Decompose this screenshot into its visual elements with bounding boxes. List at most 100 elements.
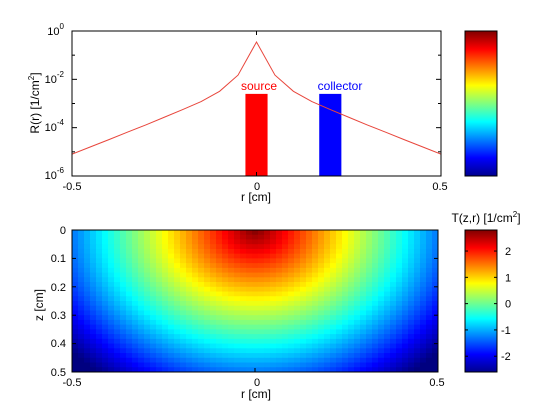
heatmap-cell — [324, 277, 331, 283]
heatmap-cell — [162, 357, 169, 364]
heatmap-cell — [288, 239, 295, 245]
heatmap-cell — [402, 367, 409, 372]
heatmap-cell — [384, 362, 391, 368]
heatmap-cell — [276, 248, 283, 255]
heatmap-cell — [168, 329, 175, 335]
heatmap-cell — [360, 244, 367, 250]
heatmap-cell — [282, 234, 289, 241]
heatmap-cell — [252, 310, 259, 316]
heatmap-cell — [360, 286, 367, 293]
heatmap-cell — [216, 234, 223, 241]
heatmap-cell — [330, 296, 337, 302]
heatmap-cell — [426, 230, 433, 236]
heatmap-cell — [270, 315, 277, 321]
heatmap-cell — [138, 357, 145, 364]
heatmap-cell — [360, 338, 367, 345]
heatmap-cell — [408, 301, 415, 307]
heatmap-cell — [192, 286, 199, 293]
heatmap-cell — [372, 286, 379, 293]
heatmap-cell — [360, 362, 367, 368]
heatmap-cell — [204, 244, 211, 250]
heatmap-cell — [138, 267, 145, 274]
heatmap-cell — [162, 343, 169, 349]
heatmap-cell — [216, 348, 223, 354]
heatmap-cell — [144, 286, 151, 293]
heatmap-cell — [294, 334, 301, 340]
heatmap-cell — [126, 315, 133, 321]
heatmap-cell — [198, 301, 205, 307]
heatmap-cell — [258, 253, 265, 259]
heatmap-cell — [108, 291, 115, 297]
heatmap-cell — [96, 338, 103, 345]
heatmap-cell — [240, 334, 247, 340]
heatmap-cell — [282, 305, 289, 312]
heatmap-cell — [246, 357, 253, 364]
heatmap-cell — [252, 272, 259, 278]
heatmap-cell — [354, 338, 361, 345]
heatmap-cell — [318, 319, 325, 326]
heatmap-cell — [246, 319, 253, 326]
heatmap-cell — [144, 338, 151, 345]
heatmap-cell — [72, 357, 79, 364]
heatmap-cell — [372, 305, 379, 312]
heatmap-cell — [198, 248, 205, 255]
heatmap-cell — [288, 362, 295, 368]
heatmap-cell — [78, 239, 85, 245]
heatmap-cell — [150, 324, 157, 330]
heatmap-cell — [366, 230, 373, 236]
heatmap-cell — [228, 334, 235, 340]
heatmap-cell — [300, 357, 307, 364]
heatmap-cell — [90, 296, 97, 302]
heatmap-cell — [366, 329, 373, 335]
heatmap-cell — [414, 263, 421, 269]
heatmap-cell — [318, 301, 325, 307]
heatmap-cell — [258, 263, 265, 269]
heatmap-cell — [168, 315, 175, 321]
heatmap-cell — [336, 272, 343, 278]
heatmap-cell — [216, 315, 223, 321]
heatmap-cell — [186, 234, 193, 241]
heatmap-cell — [330, 338, 337, 345]
heatmap-cell — [72, 234, 79, 241]
heatmap-cell — [270, 357, 277, 364]
heatmap-cell — [234, 324, 241, 330]
heatmap-cell — [174, 357, 181, 364]
heatmap-cell — [150, 272, 157, 278]
heatmap-cell — [198, 357, 205, 364]
heatmap-cell — [108, 230, 115, 236]
heatmap-cell — [276, 338, 283, 345]
heatmap-cell — [120, 286, 127, 293]
heatmap-cell — [192, 258, 199, 264]
heatmap-cell — [336, 362, 343, 368]
heatmap-cell — [210, 343, 217, 349]
heatmap-cell — [234, 253, 241, 259]
heatmap-cell — [168, 310, 175, 316]
heatmap-cell — [108, 267, 115, 274]
heatmap-cell — [240, 357, 247, 364]
heatmap-cell — [114, 272, 121, 278]
heatmap-cell — [294, 338, 301, 345]
heatmap-cell — [324, 334, 331, 340]
heatmap-cell — [330, 324, 337, 330]
heatmap-cell — [276, 343, 283, 349]
heatmap-cell — [210, 362, 217, 368]
heatmap-cell — [258, 234, 265, 241]
heatmap-cell — [216, 319, 223, 326]
heatmap-cell — [174, 244, 181, 250]
heatmap-cell — [210, 348, 217, 354]
heatmap-cell — [84, 315, 91, 321]
heatmap-cell — [282, 315, 289, 321]
heatmap-cell — [90, 272, 97, 278]
heatmap-cell — [240, 234, 247, 241]
heatmap-cell — [138, 367, 145, 372]
heatmap-cell — [384, 334, 391, 340]
heatmap-cell — [222, 301, 229, 307]
bottom-xtick-label: 0.5 — [429, 377, 444, 389]
heatmap-cell — [318, 305, 325, 312]
heatmap-cell — [114, 357, 121, 364]
heatmap-cell — [150, 253, 157, 259]
heatmap-cell — [90, 315, 97, 321]
heatmap-cell — [306, 244, 313, 250]
source-bar — [245, 93, 268, 176]
heatmap-cell — [222, 305, 229, 312]
